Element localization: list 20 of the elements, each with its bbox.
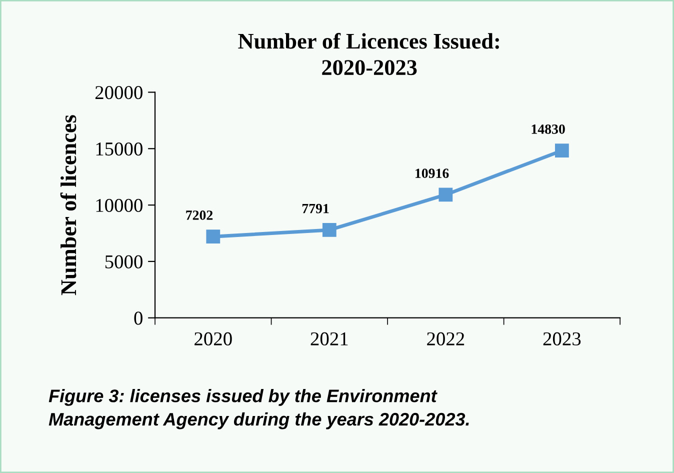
chart-title: Number of Licences Issued: 2020-2023 xyxy=(238,32,499,76)
point xyxy=(206,230,220,244)
y-tick-label: 10000 xyxy=(96,198,142,212)
x-tick-label: 2020 xyxy=(194,332,232,346)
point xyxy=(322,223,336,237)
data-label: 14830 xyxy=(532,124,565,134)
point xyxy=(438,188,453,202)
x-tick-label: 2021 xyxy=(310,332,348,346)
data-label: 10916 xyxy=(416,168,449,178)
x-tick-label: 2023 xyxy=(543,332,581,346)
y-axis-title: Number of licences xyxy=(60,115,76,296)
y-tick-label: 15000 xyxy=(96,142,142,156)
x-tick-label: 2022 xyxy=(427,332,464,346)
caption: Figure 3: licenses issued by the Environment Management Agency during the years 2020-2023. xyxy=(48,389,469,430)
point xyxy=(555,144,569,158)
data-label: 7791 xyxy=(302,204,329,214)
y-tick-label: 5000 xyxy=(105,255,142,268)
y-tick-label: 0 xyxy=(134,312,142,325)
y-tick-label: 20000 xyxy=(95,86,142,100)
data-label: 7202 xyxy=(186,210,213,220)
